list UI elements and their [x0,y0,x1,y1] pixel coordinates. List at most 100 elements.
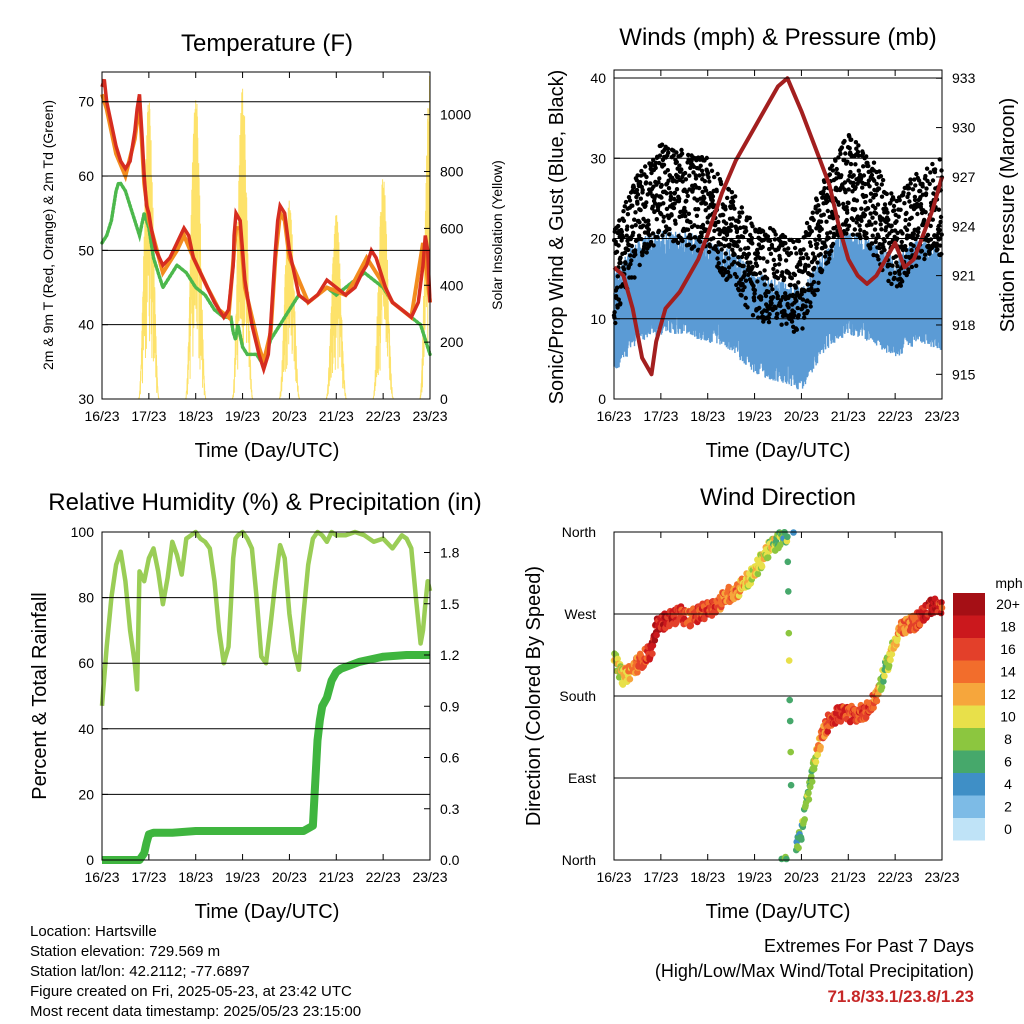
direction-plot-area [610,529,946,863]
gust-point [844,231,849,236]
gust-point [765,259,770,264]
temperature-xtick-label: 23/23 [412,408,447,424]
gust-point [723,237,729,242]
gust-point [789,276,794,281]
gust-point [718,242,724,247]
gust-point [884,191,889,197]
gust-point [726,187,732,192]
gust-point [666,186,672,191]
gust-point [891,203,897,209]
gust-point [629,224,635,229]
gust-point [705,220,710,225]
temperature-xtick-label: 21/23 [319,408,354,424]
gust-point [679,147,684,153]
temperature-frame [101,71,431,400]
gust-point [762,268,767,273]
gust-point [909,215,914,220]
gust-point [634,187,640,193]
gust-point [702,195,707,201]
gust-point [668,190,673,196]
gust-point [873,239,878,245]
gust-point [871,252,876,258]
gust-point [769,300,774,306]
gust-point [757,270,763,276]
gust-point [827,172,833,177]
gust-point [778,257,783,262]
gust-point [647,233,652,238]
gust-point [843,151,848,156]
gust-point [691,170,696,175]
gust-point [632,217,637,222]
gust-point [863,193,869,199]
gust-point [752,291,757,296]
gust-point [916,226,921,231]
gust-point [630,203,635,208]
legend-swatch [953,615,985,638]
pressure-y2tick-label: 924 [952,218,976,234]
gust-point [646,222,651,227]
gust-point [695,207,701,212]
gust-point [766,289,771,295]
gust-point [775,311,780,317]
gust-point [802,289,807,294]
gust-point [736,239,741,244]
gust-point [737,214,742,219]
gust-point [882,202,888,207]
gust-point [740,210,745,215]
gust-points [611,133,945,334]
precip-y2tick-label: 0.9 [440,698,460,714]
gust-point [672,201,677,206]
temperature-xtick-label: 22/23 [366,408,401,424]
legend-swatch [953,728,985,751]
gust-point [709,168,715,173]
gust-point [916,229,921,235]
gust-point [680,179,685,184]
gust-point [904,210,909,216]
gust-point [619,229,624,234]
humidity-line [99,529,433,706]
gust-point [671,153,676,158]
gust-point [664,206,670,212]
gust-point [735,234,740,240]
gust-point [649,170,654,176]
gust-point [715,256,720,261]
gust-point [843,190,848,195]
gust-point [769,283,774,288]
gust-point [683,214,688,219]
direction-point [817,743,824,751]
gust-point [625,212,631,217]
gust-point [667,232,672,237]
gust-point [753,272,759,277]
gust-point [715,249,721,255]
gust-point [666,150,671,155]
direction-points [610,529,946,863]
direction-ytick-label: West [564,606,596,622]
temperature-ytick-label: 50 [78,242,94,258]
legend-swatch [953,683,985,706]
gust-point [789,319,795,324]
gust-point [877,245,882,251]
gust-point [782,247,787,252]
legend-label: 18 [1000,619,1016,635]
gust-point [656,180,661,185]
gust-point [768,251,774,256]
gust-point [659,195,664,200]
legend-label: 0 [1004,821,1012,837]
temperature-ytick-label: 60 [78,168,94,184]
gust-point [853,207,858,212]
temperature-title: Temperature (F) [181,30,353,57]
extremes-box: Extremes For Past 7 Days (High/Low/Max W… [655,934,974,1009]
gust-point [675,240,681,245]
gust-point [648,181,653,186]
winds-ylabel: Sonic/Prop Wind & Gust (Blue, Black) [546,70,568,405]
gust-point [734,274,739,280]
legend-title: mph [995,575,1022,591]
gust-point [732,259,737,265]
gust-point [637,262,642,268]
gust-point [770,287,775,292]
gust-point [830,168,836,173]
temperature-y2label: Solar Insolation (Yellow) [489,160,505,310]
gust-point [623,261,628,266]
gust-point [657,153,663,158]
gust-point [897,198,902,203]
